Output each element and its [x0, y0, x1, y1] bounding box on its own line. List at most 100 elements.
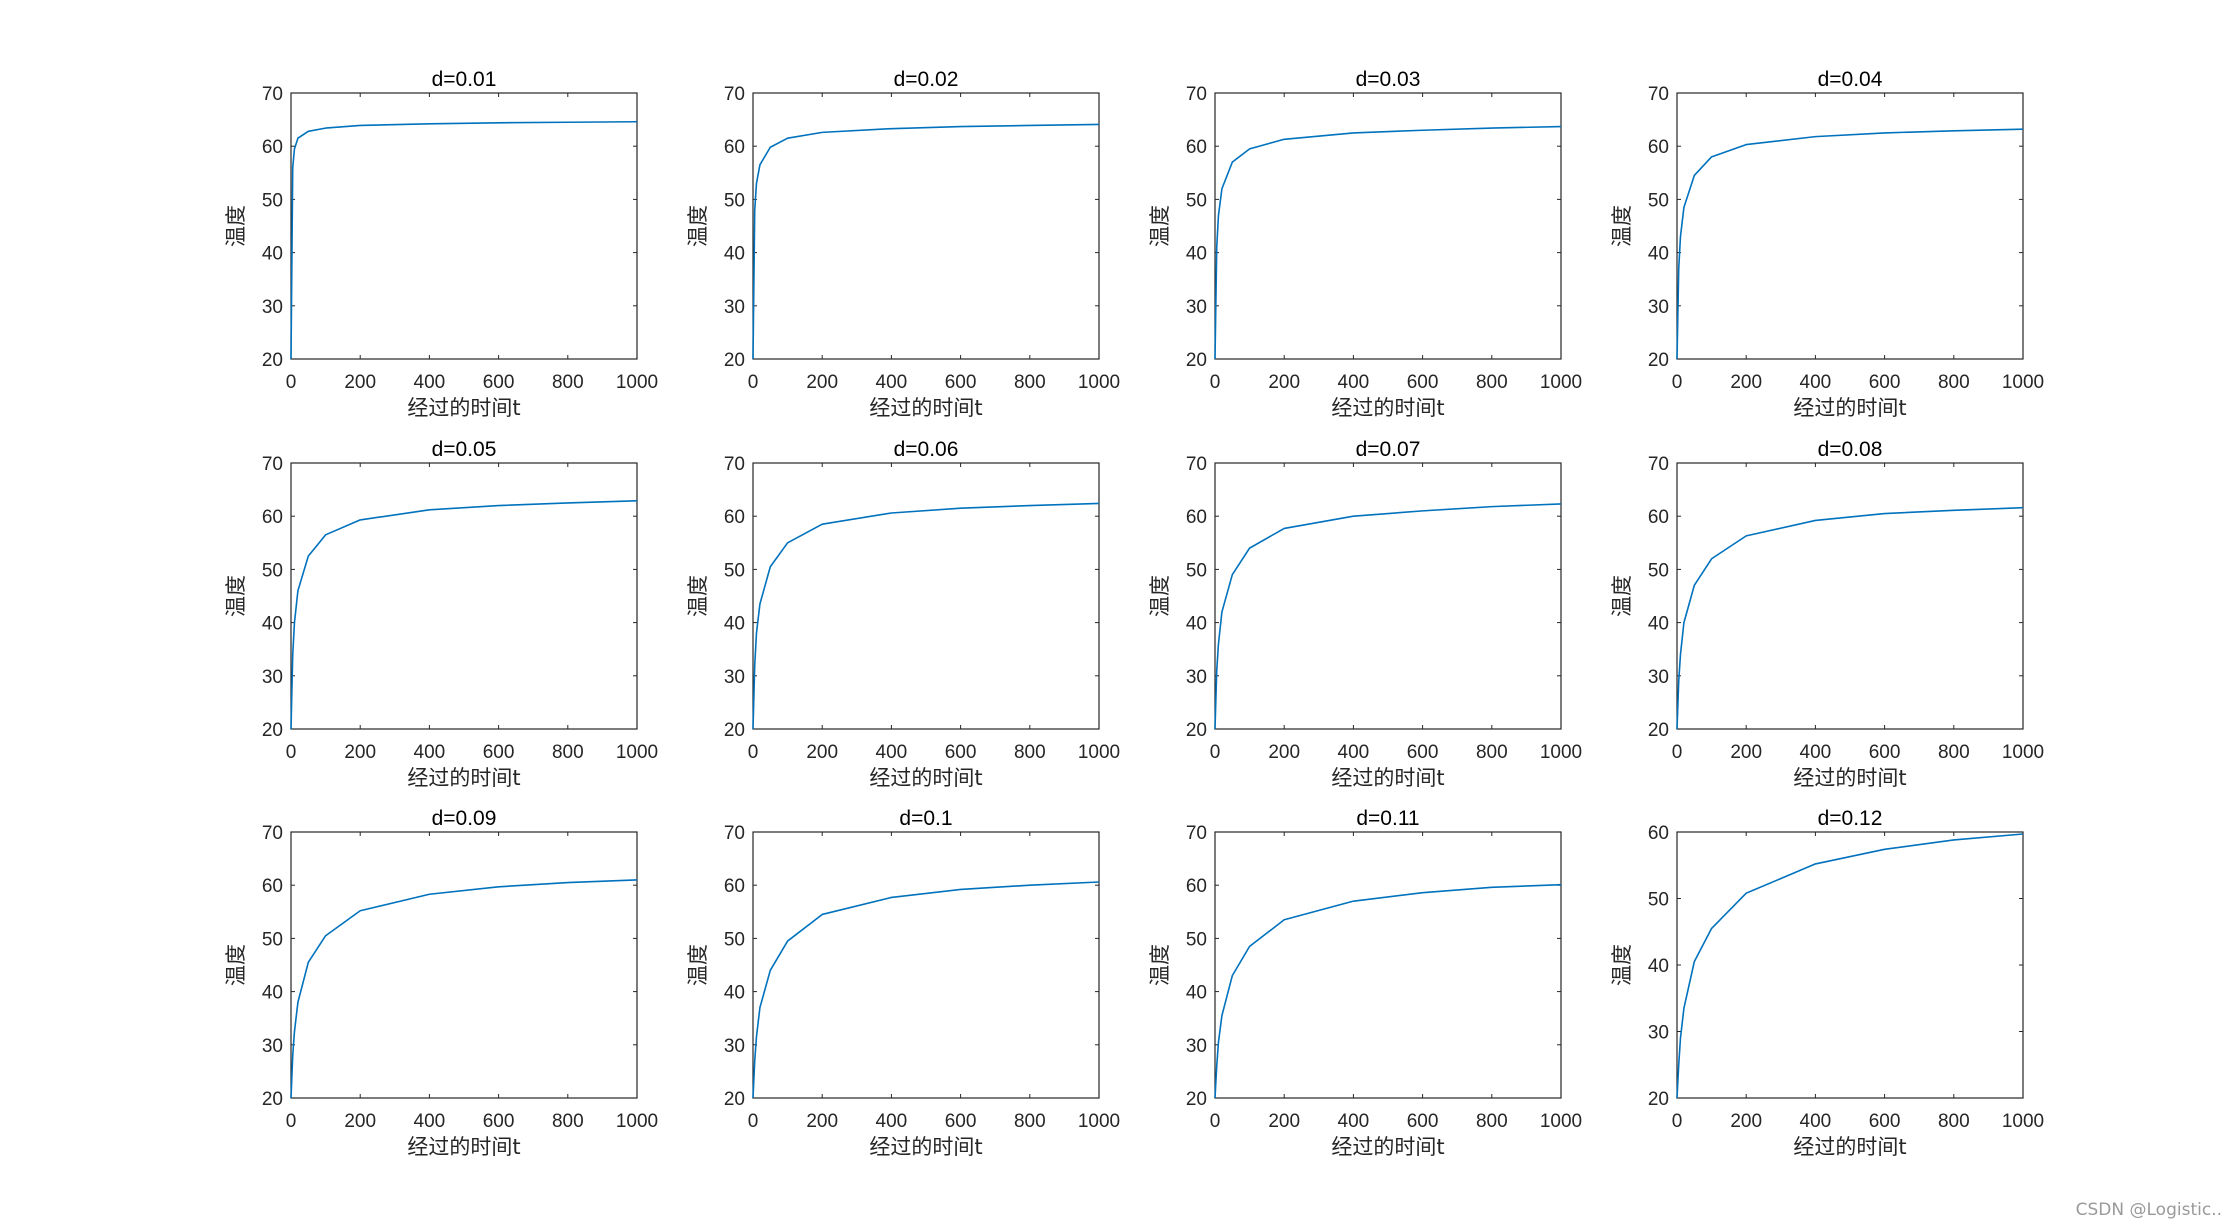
- y-tick-label: 70: [1648, 454, 1669, 475]
- x-tick-label: 400: [1800, 742, 1832, 763]
- x-tick-label: 600: [1407, 1111, 1439, 1132]
- x-axis-label: 经过的时间t: [869, 766, 982, 790]
- x-tick-label: 0: [1210, 1111, 1221, 1132]
- subplot: 0 200 400 600 800 1000 20 30 40 50 60 70 d=0.04 经过的时间…: [1610, 68, 2044, 420]
- x-tick-label: 200: [806, 742, 838, 763]
- y-axis-label: 温度: [1610, 944, 1634, 986]
- x-axis-label: 经过的时间t: [1331, 396, 1444, 420]
- x-tick-label: 0: [748, 742, 759, 763]
- x-tick-label: 200: [1268, 1111, 1300, 1132]
- y-tick-label: 20: [1186, 720, 1207, 741]
- y-tick-label: 50: [724, 560, 745, 581]
- y-tick-label: 30: [1186, 1036, 1207, 1057]
- x-tick-label: 400: [1338, 372, 1370, 393]
- x-tick-label: 600: [1869, 372, 1901, 393]
- y-tick-label: 20: [724, 720, 745, 741]
- y-tick-label: 30: [1186, 297, 1207, 318]
- subplot-title: d=0.02: [894, 68, 959, 91]
- x-tick-label: 200: [344, 1111, 376, 1132]
- x-tick-label: 0: [286, 1111, 297, 1132]
- x-tick-label: 800: [552, 372, 584, 393]
- y-axis-label: 温度: [224, 205, 248, 247]
- x-tick-label: 1000: [1540, 372, 1582, 393]
- x-axis-label: 经过的时间t: [1331, 1135, 1444, 1159]
- y-tick-label: 20: [1186, 350, 1207, 371]
- plot-area: [290, 92, 638, 360]
- x-tick-label: 0: [1672, 372, 1683, 393]
- x-tick-label: 600: [1869, 1111, 1901, 1132]
- y-tick-label: 40: [262, 983, 283, 1004]
- series-line: [1676, 506, 2024, 730]
- y-tick-label: 50: [1186, 190, 1207, 211]
- x-tick-label: 1000: [2002, 1111, 2044, 1132]
- x-tick-label: 0: [1672, 1111, 1683, 1132]
- x-axis-label: 经过的时间t: [407, 1135, 520, 1159]
- subplot: 0 200 400 600 800 1000 20 30 40 50 60 70 d=0.09 经过的时间…: [224, 807, 658, 1159]
- y-tick-label: 50: [262, 190, 283, 211]
- subplot-title: d=0.12: [1818, 807, 1883, 830]
- y-tick-label: 50: [262, 929, 283, 950]
- plot-area: [752, 462, 1100, 730]
- x-tick-label: 400: [876, 1111, 908, 1132]
- y-tick-label: 30: [262, 297, 283, 318]
- x-axis-label: 经过的时间t: [1793, 766, 1906, 790]
- x-tick-label: 200: [344, 372, 376, 393]
- y-tick-label: 40: [1186, 614, 1207, 635]
- x-tick-label: 600: [483, 372, 515, 393]
- y-tick-label: 70: [724, 84, 745, 105]
- y-tick-label: 30: [724, 297, 745, 318]
- y-tick-label: 70: [724, 823, 745, 844]
- x-tick-label: 1000: [1078, 742, 1120, 763]
- y-axis-label: 温度: [686, 575, 710, 617]
- plot-area: [1676, 462, 2024, 730]
- x-tick-label: 600: [945, 742, 977, 763]
- y-tick-label: 50: [1186, 929, 1207, 950]
- x-tick-label: 600: [1869, 742, 1901, 763]
- y-tick-label: 40: [724, 244, 745, 265]
- y-tick-label: 60: [724, 876, 745, 897]
- x-tick-label: 400: [1338, 1111, 1370, 1132]
- x-tick-label: 200: [1730, 372, 1762, 393]
- x-axis-label: 经过的时间t: [1793, 396, 1906, 420]
- plot-area: [290, 831, 638, 1099]
- y-axis-label: 温度: [1148, 205, 1172, 247]
- y-tick-label: 60: [1648, 823, 1669, 844]
- series-line: [290, 879, 638, 1099]
- y-tick-label: 70: [1186, 823, 1207, 844]
- series-line: [290, 499, 638, 730]
- x-tick-label: 600: [1407, 372, 1439, 393]
- y-tick-label: 60: [724, 137, 745, 158]
- y-tick-label: 30: [262, 667, 283, 688]
- series-line: [752, 881, 1100, 1099]
- x-tick-label: 200: [344, 742, 376, 763]
- x-tick-label: 800: [1938, 1111, 1970, 1132]
- x-tick-label: 1000: [616, 372, 658, 393]
- y-tick-label: 50: [1648, 560, 1669, 581]
- x-tick-label: 600: [945, 1111, 977, 1132]
- x-tick-label: 800: [1014, 742, 1046, 763]
- y-tick-label: 70: [262, 823, 283, 844]
- subplot-title: d=0.03: [1356, 68, 1421, 91]
- x-tick-label: 400: [1338, 742, 1370, 763]
- x-tick-label: 0: [1210, 742, 1221, 763]
- y-tick-label: 30: [724, 667, 745, 688]
- x-tick-label: 0: [1210, 372, 1221, 393]
- y-tick-label: 70: [262, 454, 283, 475]
- x-tick-label: 200: [806, 372, 838, 393]
- y-tick-label: 40: [1186, 983, 1207, 1004]
- x-tick-label: 600: [1407, 742, 1439, 763]
- y-tick-label: 40: [262, 614, 283, 635]
- y-tick-label: 50: [262, 560, 283, 581]
- y-tick-label: 50: [724, 190, 745, 211]
- y-tick-label: 70: [1648, 84, 1669, 105]
- subplot: 0 200 400 600 800 1000 20 30 40 50 60 70 d=0.11 经过的时间…: [1148, 807, 1582, 1159]
- x-tick-label: 800: [1476, 372, 1508, 393]
- y-tick-label: 50: [1648, 890, 1669, 911]
- series-line: [1676, 128, 2024, 360]
- plot-area: [752, 92, 1100, 360]
- x-tick-label: 800: [1938, 372, 1970, 393]
- plot-area: [752, 831, 1100, 1099]
- y-tick-label: 20: [724, 1089, 745, 1110]
- x-tick-label: 1000: [1540, 742, 1582, 763]
- x-tick-label: 600: [483, 742, 515, 763]
